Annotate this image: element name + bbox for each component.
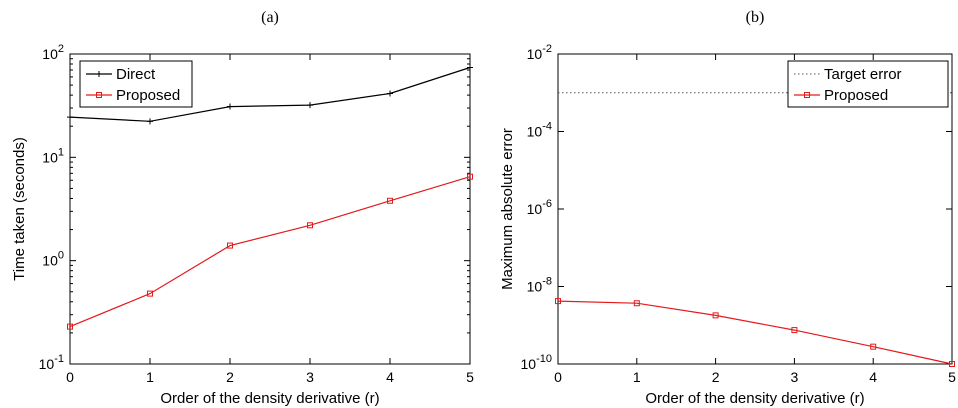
x-tick-label: 2 <box>226 369 234 385</box>
data-point <box>67 323 73 330</box>
panel-title: (b) <box>746 9 765 26</box>
y-tick-label: 102 <box>42 43 64 62</box>
data-point <box>387 197 393 204</box>
data-point <box>147 290 153 297</box>
series-proposed <box>555 298 955 367</box>
chart-panel-b: (b) 10-2 10-4 10-6 10-8 10-100 1 2 3 4 5 Order of t… <box>499 9 956 407</box>
y-axis-label: Time taken (seconds) <box>11 137 28 281</box>
x-tick-label: 1 <box>633 369 641 385</box>
x-tick-label: 5 <box>948 369 956 385</box>
series-proposed <box>67 173 473 330</box>
x-tick-label: 1 <box>146 369 154 385</box>
legend: Direct Proposed <box>79 60 193 108</box>
y-tick-label: 100 <box>42 250 64 269</box>
data-point <box>804 92 810 98</box>
y-tick-label: 10-10 <box>521 353 552 372</box>
y-tick-label: 10-4 <box>527 121 552 140</box>
x-tick-label: 0 <box>66 369 74 385</box>
data-point <box>96 71 102 77</box>
data-point <box>555 298 561 305</box>
data-point <box>467 64 473 71</box>
data-point <box>467 173 473 180</box>
y-tick-label: 10-1 <box>39 353 64 372</box>
legend: Target error Proposed <box>787 60 949 108</box>
data-point <box>307 102 313 109</box>
legend-entry: Target error <box>824 66 902 83</box>
series-line <box>557 300 953 365</box>
legend-box <box>79 60 193 108</box>
y-tick-label: 10-8 <box>527 276 552 295</box>
x-tick-label: 0 <box>554 369 562 385</box>
data-point <box>712 312 719 319</box>
data-point <box>307 222 313 229</box>
data-point <box>147 118 153 125</box>
data-point <box>387 90 393 97</box>
x-tick-label: 3 <box>306 369 314 385</box>
data-point <box>633 300 640 307</box>
y-tick-label: 10-2 <box>527 43 552 62</box>
x-axis-label: Order of the density derivative (r) <box>160 390 379 407</box>
legend-entry: Proposed <box>116 87 180 104</box>
data-point <box>870 343 877 350</box>
x-tick-label: 4 <box>869 369 877 385</box>
data-point <box>96 92 102 98</box>
y-tick-label: 101 <box>42 146 64 165</box>
legend-entry: Direct <box>116 66 156 83</box>
series-line <box>69 176 471 328</box>
data-point <box>791 327 798 334</box>
x-tick-label: 4 <box>386 369 394 385</box>
series-direct <box>67 64 473 125</box>
x-axis-label: Order of the density derivative (r) <box>645 390 864 407</box>
x-tick-label: 3 <box>791 369 799 385</box>
axes-box <box>69 53 471 365</box>
legend-entry: Proposed <box>824 87 888 104</box>
x-tick-label: 2 <box>712 369 720 385</box>
y-tick-label: 10-6 <box>527 198 552 217</box>
x-tick-label: 5 <box>466 369 474 385</box>
y-axis-label: Maximum absolute error <box>499 128 516 290</box>
series-line <box>69 66 471 122</box>
panel-title: (a) <box>261 9 279 26</box>
data-point <box>227 103 233 110</box>
data-point <box>949 361 955 367</box>
legend-box <box>787 60 949 108</box>
chart-panel-a: (a) 102 101 100 10-10 1 2 3 4 5 Order of the densi… <box>11 9 474 407</box>
data-point <box>67 114 73 121</box>
data-point <box>227 242 233 249</box>
